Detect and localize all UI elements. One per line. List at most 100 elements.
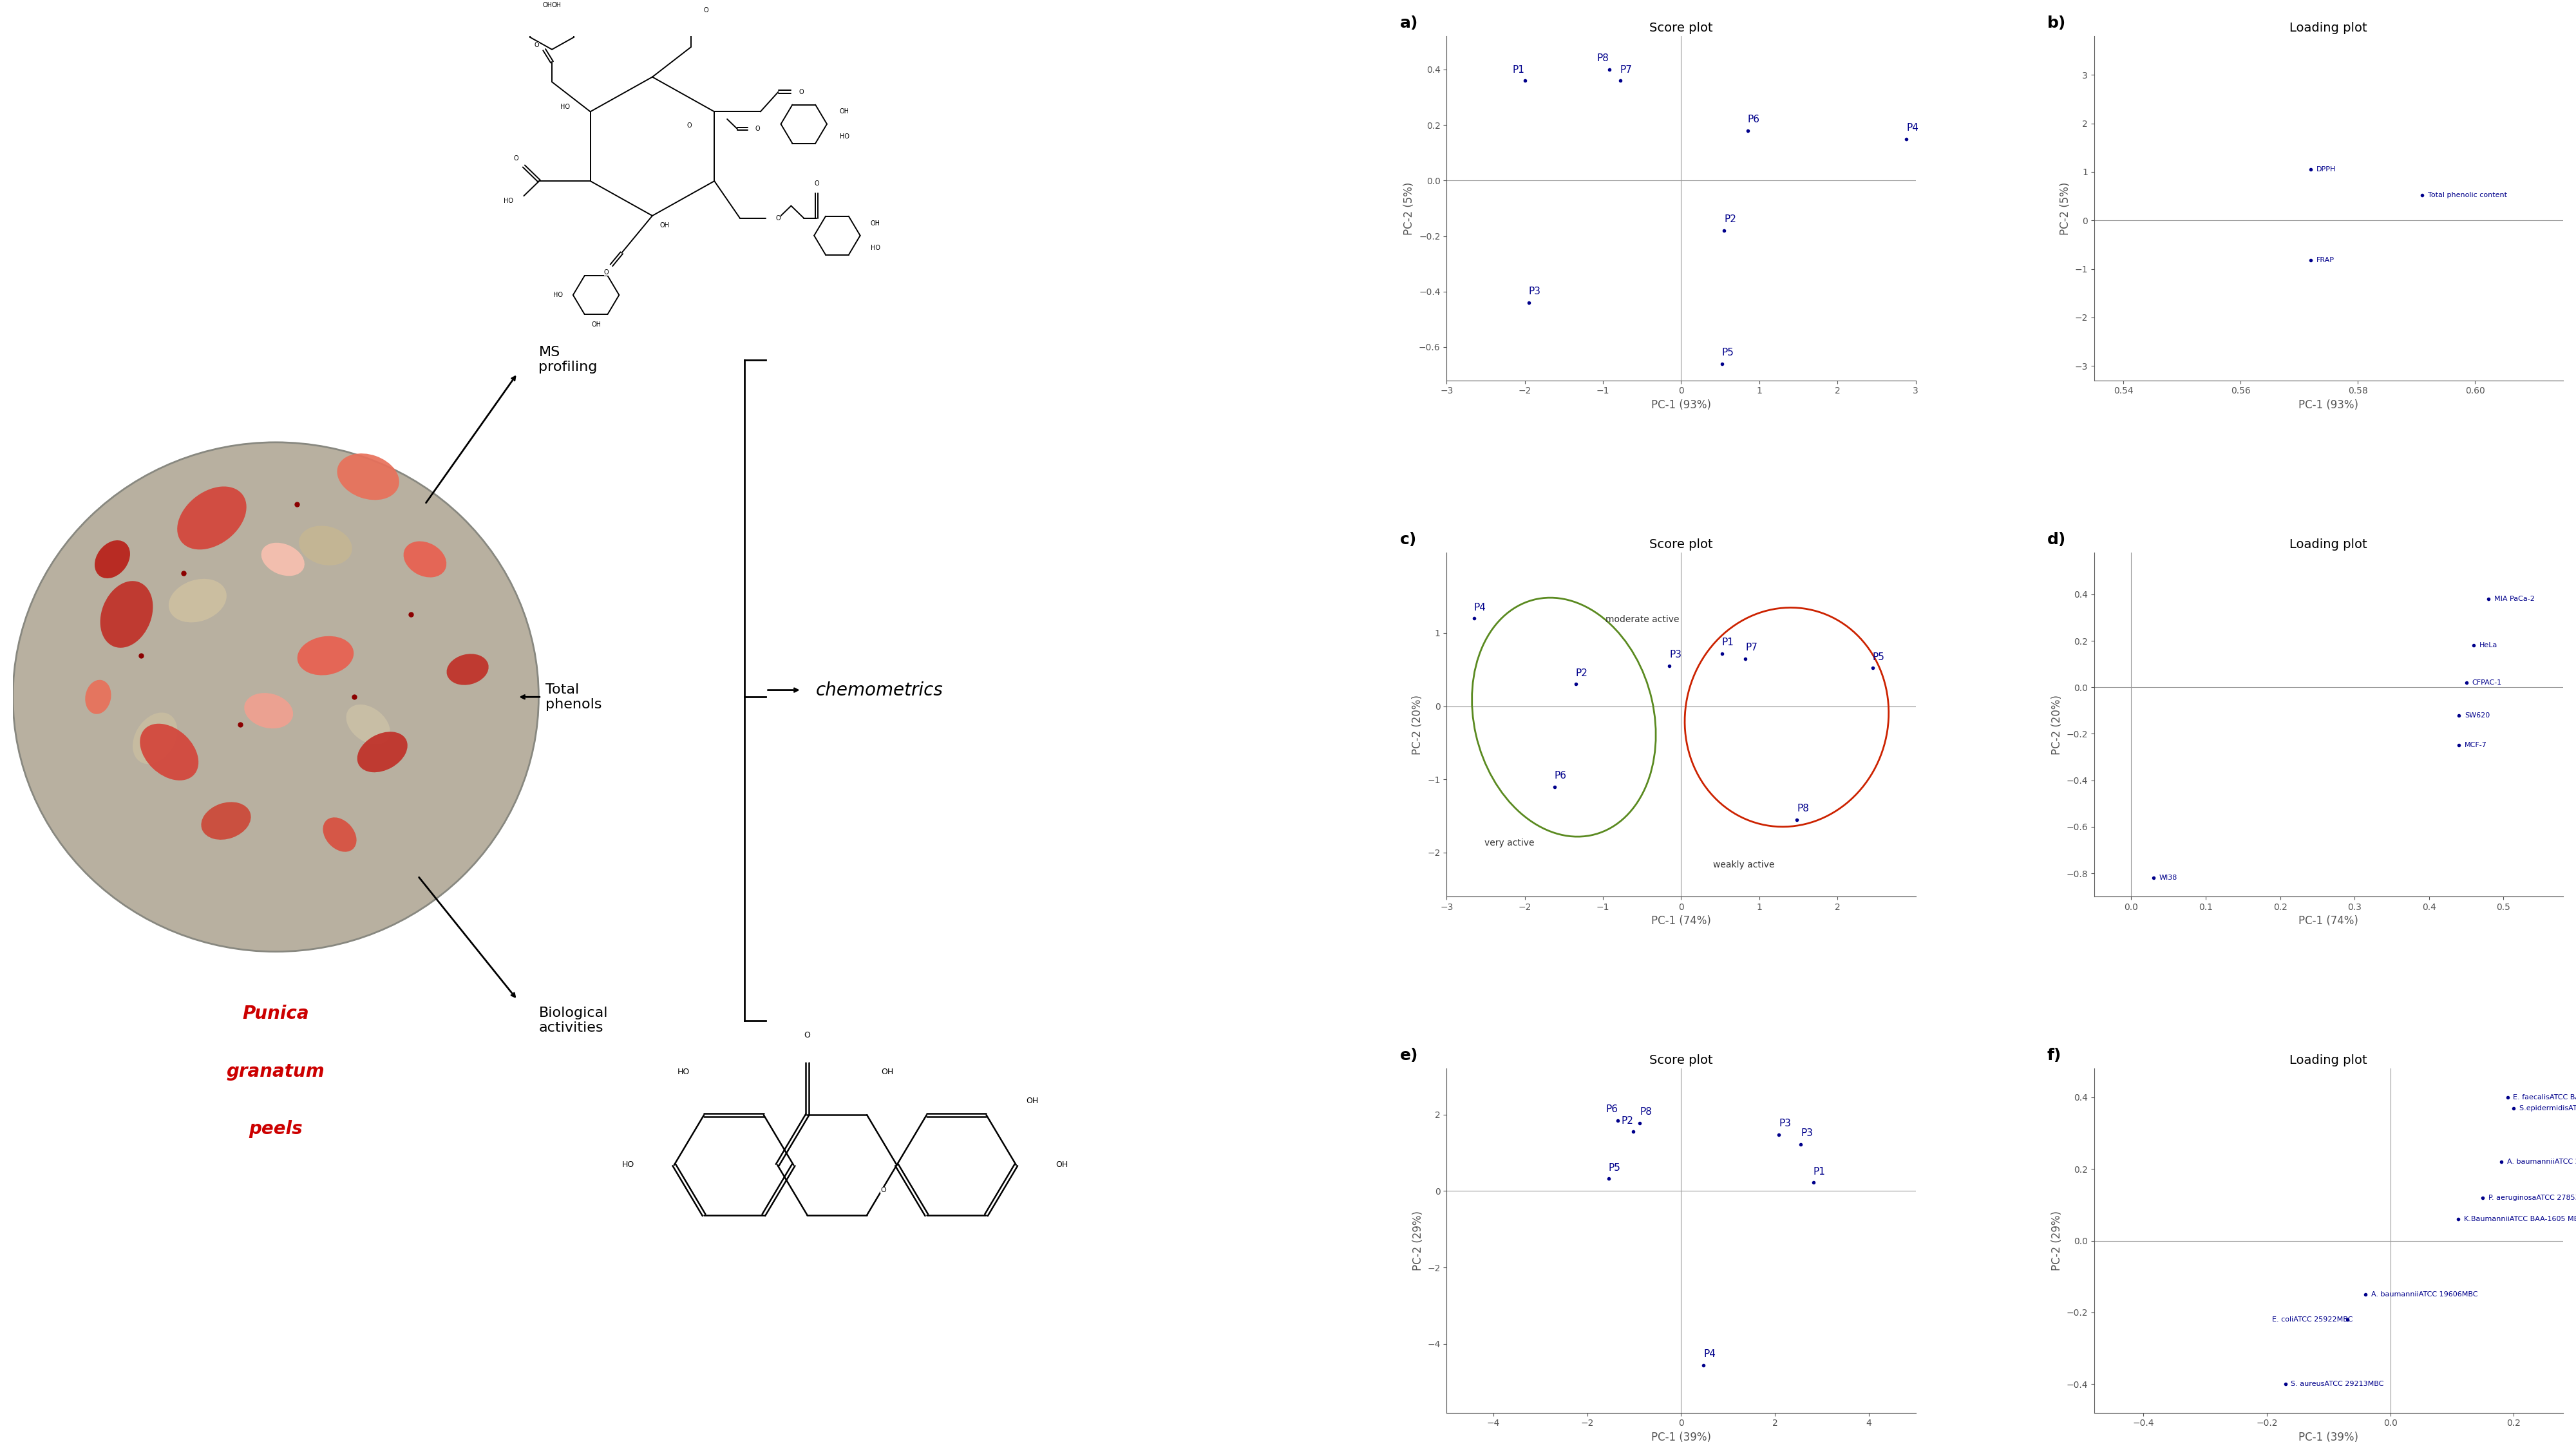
Text: E. coliATCC 25922MBC: E. coliATCC 25922MBC bbox=[2272, 1316, 2352, 1323]
Text: P5: P5 bbox=[1721, 348, 1734, 358]
Text: P8: P8 bbox=[1641, 1107, 1651, 1117]
Ellipse shape bbox=[299, 526, 353, 565]
Text: SW620: SW620 bbox=[2465, 711, 2491, 719]
Text: OH: OH bbox=[551, 1, 562, 9]
Text: K.BaumanniiATCC BAA-1605 MBC: K.BaumanniiATCC BAA-1605 MBC bbox=[2463, 1216, 2576, 1223]
Ellipse shape bbox=[85, 680, 111, 714]
Text: HO: HO bbox=[554, 291, 562, 298]
Text: O: O bbox=[804, 1030, 811, 1039]
Text: P4: P4 bbox=[1703, 1349, 1716, 1359]
Text: OH: OH bbox=[544, 1, 551, 9]
Ellipse shape bbox=[178, 487, 247, 549]
Text: P7: P7 bbox=[1747, 643, 1757, 652]
Text: MS
profiling: MS profiling bbox=[538, 346, 598, 374]
Ellipse shape bbox=[296, 636, 353, 675]
Ellipse shape bbox=[167, 578, 227, 623]
Title: Score plot: Score plot bbox=[1649, 538, 1713, 551]
Text: P5: P5 bbox=[1607, 1164, 1620, 1172]
Ellipse shape bbox=[260, 543, 304, 575]
Text: MCF-7: MCF-7 bbox=[2465, 742, 2486, 749]
Text: OH: OH bbox=[1025, 1097, 1038, 1106]
X-axis label: PC-1 (74%): PC-1 (74%) bbox=[2298, 916, 2360, 927]
Text: P3: P3 bbox=[1669, 651, 1682, 659]
Text: O: O bbox=[881, 1187, 886, 1193]
Text: P6: P6 bbox=[1605, 1104, 1618, 1114]
X-axis label: PC-1 (74%): PC-1 (74%) bbox=[1651, 916, 1710, 927]
Text: MIA PaCa-2: MIA PaCa-2 bbox=[2494, 596, 2535, 603]
Title: Score plot: Score plot bbox=[1649, 1055, 1713, 1066]
Text: P6: P6 bbox=[1553, 771, 1566, 781]
Text: P8: P8 bbox=[1798, 804, 1808, 813]
Text: OH: OH bbox=[871, 220, 881, 226]
Text: f): f) bbox=[2048, 1048, 2061, 1064]
Ellipse shape bbox=[139, 723, 198, 781]
Text: d): d) bbox=[2048, 532, 2066, 548]
Text: P2: P2 bbox=[1723, 214, 1736, 225]
Text: moderate active: moderate active bbox=[1605, 614, 1680, 625]
X-axis label: PC-1 (39%): PC-1 (39%) bbox=[2298, 1432, 2360, 1443]
Text: Total
phenols: Total phenols bbox=[546, 682, 603, 711]
Text: b): b) bbox=[2048, 16, 2066, 30]
Text: HO: HO bbox=[871, 245, 881, 251]
Ellipse shape bbox=[100, 581, 152, 648]
Ellipse shape bbox=[337, 454, 399, 500]
Text: c): c) bbox=[1399, 532, 1417, 548]
Text: OH: OH bbox=[659, 222, 670, 229]
Y-axis label: PC-2 (5%): PC-2 (5%) bbox=[1404, 181, 1414, 235]
Text: P8: P8 bbox=[1597, 54, 1610, 64]
Text: E. faecalisATCC BAA-1605 MBC: E. faecalisATCC BAA-1605 MBC bbox=[2514, 1094, 2576, 1101]
Text: Biological
activities: Biological activities bbox=[538, 1007, 608, 1035]
Title: Loading plot: Loading plot bbox=[2290, 1055, 2367, 1066]
Text: HO: HO bbox=[677, 1068, 690, 1077]
Text: FRAP: FRAP bbox=[2316, 256, 2334, 264]
Text: P2: P2 bbox=[1620, 1116, 1633, 1126]
Text: A. baumanniiATCC 19606MBC: A. baumanniiATCC 19606MBC bbox=[2372, 1291, 2478, 1298]
Text: P1: P1 bbox=[1721, 638, 1734, 648]
Y-axis label: PC-2 (20%): PC-2 (20%) bbox=[2050, 694, 2063, 755]
Text: P. aeruginosaATCC 27853MC: P. aeruginosaATCC 27853MC bbox=[2488, 1194, 2576, 1201]
Text: a): a) bbox=[1399, 16, 1417, 30]
Text: very active: very active bbox=[1484, 838, 1535, 848]
Ellipse shape bbox=[201, 803, 250, 839]
Text: P1: P1 bbox=[1512, 65, 1525, 74]
Circle shape bbox=[13, 442, 538, 952]
Text: e): e) bbox=[1399, 1048, 1417, 1064]
X-axis label: PC-1 (93%): PC-1 (93%) bbox=[1651, 400, 1710, 412]
X-axis label: PC-1 (93%): PC-1 (93%) bbox=[2298, 400, 2360, 412]
Text: P7: P7 bbox=[1620, 65, 1633, 74]
Ellipse shape bbox=[345, 704, 389, 745]
Text: O: O bbox=[703, 7, 708, 13]
Text: P4: P4 bbox=[1906, 123, 1919, 133]
Ellipse shape bbox=[404, 542, 446, 577]
Title: Loading plot: Loading plot bbox=[2290, 538, 2367, 551]
X-axis label: PC-1 (39%): PC-1 (39%) bbox=[1651, 1432, 1710, 1443]
Text: Total phenolic content: Total phenolic content bbox=[2429, 191, 2506, 199]
Ellipse shape bbox=[245, 693, 294, 729]
Text: O: O bbox=[799, 88, 804, 96]
Text: OH: OH bbox=[881, 1068, 894, 1077]
Text: S.epidermidisATCC 29213NBC: S.epidermidisATCC 29213NBC bbox=[2519, 1104, 2576, 1111]
Text: P3: P3 bbox=[1780, 1119, 1790, 1129]
Text: Punica: Punica bbox=[242, 1004, 309, 1023]
Text: P6: P6 bbox=[1747, 114, 1759, 125]
Text: DPPH: DPPH bbox=[2316, 167, 2336, 172]
Text: OH: OH bbox=[840, 109, 850, 114]
Y-axis label: PC-2 (20%): PC-2 (20%) bbox=[1412, 694, 1425, 755]
Text: P5: P5 bbox=[1873, 652, 1886, 662]
Text: weakly active: weakly active bbox=[1713, 861, 1775, 869]
Text: HO: HO bbox=[505, 197, 513, 204]
Title: Loading plot: Loading plot bbox=[2290, 22, 2367, 35]
Ellipse shape bbox=[95, 540, 129, 578]
Text: O: O bbox=[814, 180, 819, 187]
Text: HO: HO bbox=[621, 1161, 634, 1169]
Text: peels: peels bbox=[250, 1120, 304, 1139]
Text: S. aureusATCC 29213MBC: S. aureusATCC 29213MBC bbox=[2290, 1381, 2383, 1387]
Y-axis label: PC-2 (5%): PC-2 (5%) bbox=[2058, 181, 2071, 235]
Text: O: O bbox=[533, 42, 538, 48]
Text: CFPAC-1: CFPAC-1 bbox=[2473, 680, 2501, 685]
Text: OH: OH bbox=[1056, 1161, 1069, 1169]
Text: HeLa: HeLa bbox=[2478, 642, 2499, 649]
Text: HO: HO bbox=[840, 133, 850, 139]
Text: P3: P3 bbox=[1801, 1129, 1814, 1137]
Y-axis label: PC-2 (29%): PC-2 (29%) bbox=[1412, 1211, 1425, 1271]
